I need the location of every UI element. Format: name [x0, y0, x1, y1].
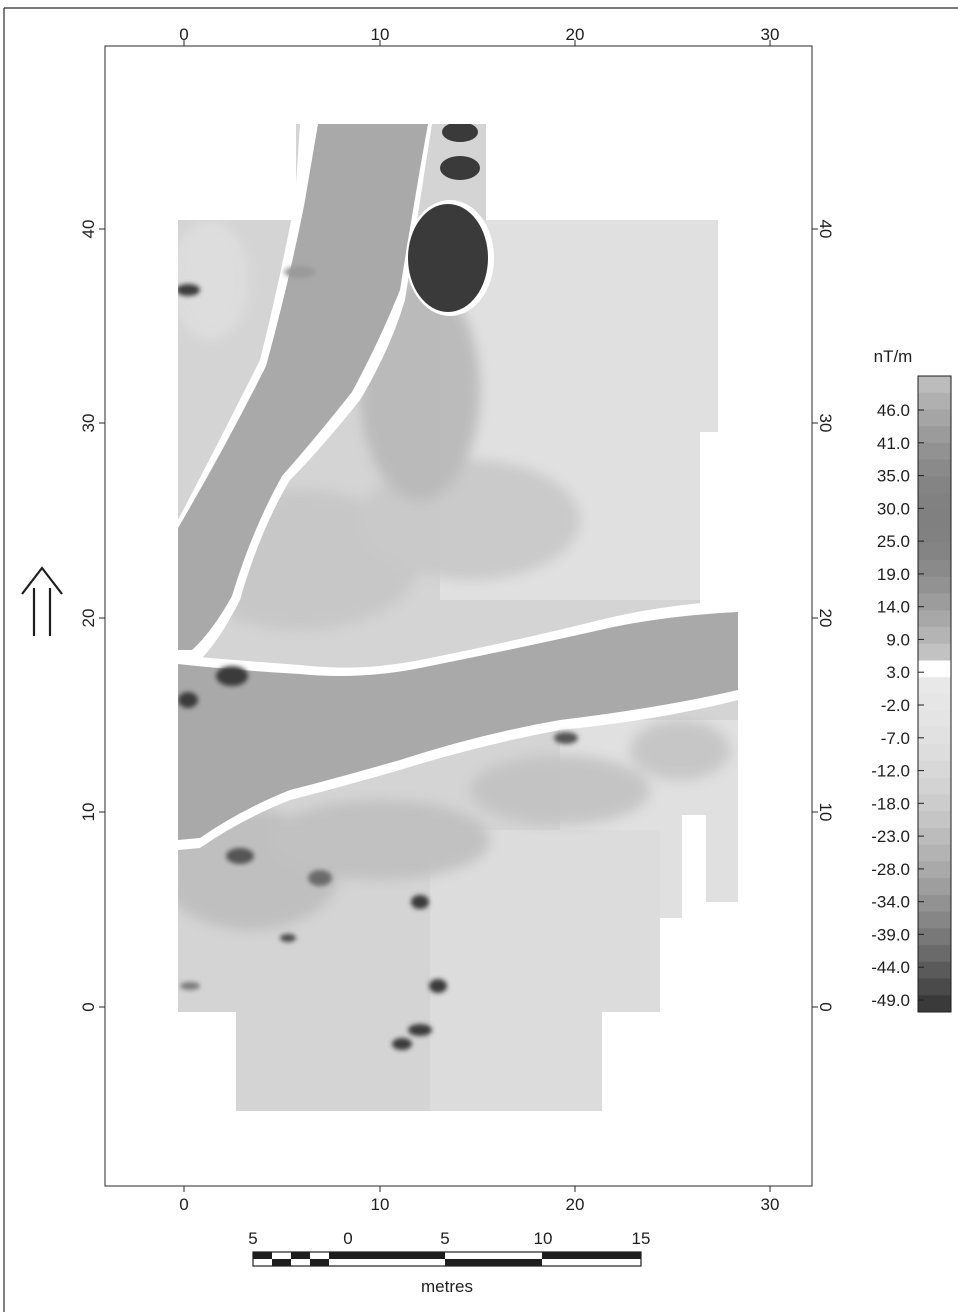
legend-value-label: -7.0 [881, 729, 910, 748]
right-tick-label: 10 [816, 803, 835, 822]
legend-value-label: 46.0 [877, 401, 910, 420]
scale-bar-unit: metres [421, 1277, 473, 1296]
legend-swatch [918, 560, 951, 578]
legend-swatch [918, 827, 951, 846]
legend-swatch [918, 861, 951, 879]
scale-bar-tick: 0 [343, 1229, 352, 1248]
legend-value-label: 19.0 [877, 565, 910, 584]
legend-swatch [918, 760, 951, 779]
top-tick-label: 20 [566, 25, 585, 44]
legend-swatch [918, 543, 951, 561]
bottom-tick-label: 20 [566, 1195, 585, 1214]
legend-swatch [918, 593, 951, 611]
bottom-tick-label: 10 [371, 1195, 390, 1214]
scale-bar-tick: 15 [632, 1229, 651, 1248]
legend-swatch [918, 627, 951, 645]
legend-swatch [918, 694, 951, 712]
legend-swatch [918, 576, 951, 594]
scale-bar-tick: 5 [248, 1229, 257, 1248]
right-axis [812, 228, 818, 1008]
left-tick-label: 20 [79, 609, 98, 628]
legend-swatch [918, 526, 951, 544]
left-tick-label: 40 [79, 220, 98, 239]
legend-frame [917, 375, 952, 1013]
scale-bar-tick: 5 [440, 1229, 449, 1248]
legend-swatch [918, 677, 951, 695]
legend-swatch [918, 911, 951, 929]
legend-swatch [918, 376, 951, 394]
legend-swatch [918, 493, 951, 511]
legend-value-label: -18.0 [871, 794, 910, 813]
legend-swatch [918, 744, 951, 762]
legend-swatch [918, 878, 951, 896]
bottom-tick-label: 0 [179, 1195, 188, 1214]
top-tick-label: 0 [179, 25, 188, 44]
legend-color-ramp [917, 375, 952, 1013]
right-tick-label: 0 [816, 1002, 835, 1011]
left-tick-label: 0 [79, 1002, 98, 1011]
legend-value-label: -34.0 [871, 893, 910, 912]
legend-swatch [918, 459, 951, 477]
legend-value-label: -44.0 [871, 958, 910, 977]
legend-swatch [918, 442, 951, 461]
bottom-axis [183, 1186, 771, 1192]
left-tick-label: 30 [79, 414, 98, 433]
left-tick-label: 10 [79, 803, 98, 822]
scale-bar [252, 1251, 642, 1267]
legend-value-label: -23.0 [871, 827, 910, 846]
legend-value-label: 35.0 [877, 467, 910, 486]
legend-swatch [918, 710, 951, 728]
legend-swatch [918, 509, 951, 528]
top-tick-label: 30 [761, 25, 780, 44]
north-arrow-icon [21, 566, 63, 636]
legend-value-label: -49.0 [871, 991, 910, 1010]
legend-value-label: 9.0 [886, 630, 910, 649]
legend-value-label: -12.0 [871, 762, 910, 781]
legend-swatch [918, 643, 951, 661]
legend-swatch [918, 777, 951, 795]
legend-value-label: 3.0 [886, 663, 910, 682]
legend-swatch [918, 409, 951, 427]
legend-swatch [918, 476, 951, 494]
legend-swatch [918, 392, 951, 410]
legend-swatch [918, 610, 951, 628]
legend-value-label: 41.0 [877, 434, 910, 453]
right-tick-label: 30 [816, 414, 835, 433]
legend-swatch [918, 794, 951, 812]
right-tick-label: 40 [816, 220, 835, 239]
legend-swatch [918, 928, 951, 946]
legend-swatch [918, 727, 951, 745]
legend-swatch [918, 978, 951, 996]
legend-value-label: 30.0 [877, 499, 910, 518]
legend-swatch [918, 844, 951, 862]
legend-value-label: 25.0 [877, 532, 910, 551]
legend-value-label: 14.0 [877, 598, 910, 617]
legend-swatch [918, 961, 951, 979]
legend-swatch [918, 995, 951, 1013]
scale-bar-tick: 10 [534, 1229, 553, 1248]
legend-value-label: -28.0 [871, 860, 910, 879]
legend-swatch [918, 426, 951, 444]
legend-swatch [918, 811, 951, 829]
bottom-tick-label: 30 [761, 1195, 780, 1214]
magnetometry-survey-raster [178, 124, 738, 1111]
legend-value-label: -39.0 [871, 925, 910, 944]
legend-unit: nT/m [874, 347, 913, 366]
legend-swatch [918, 945, 951, 963]
legend-swatch [918, 894, 951, 912]
legend-swatch [918, 660, 951, 678]
legend-labels: 46.0 41.0 35.0 30.0 25.0 19.0 14.0 9.0 3.0 -2.0 -7… [871, 401, 924, 1010]
top-tick-label: 10 [371, 25, 390, 44]
top-axis [183, 40, 771, 46]
left-axis [99, 228, 105, 1008]
legend-value-label: -2.0 [881, 696, 910, 715]
right-tick-label: 20 [816, 609, 835, 628]
